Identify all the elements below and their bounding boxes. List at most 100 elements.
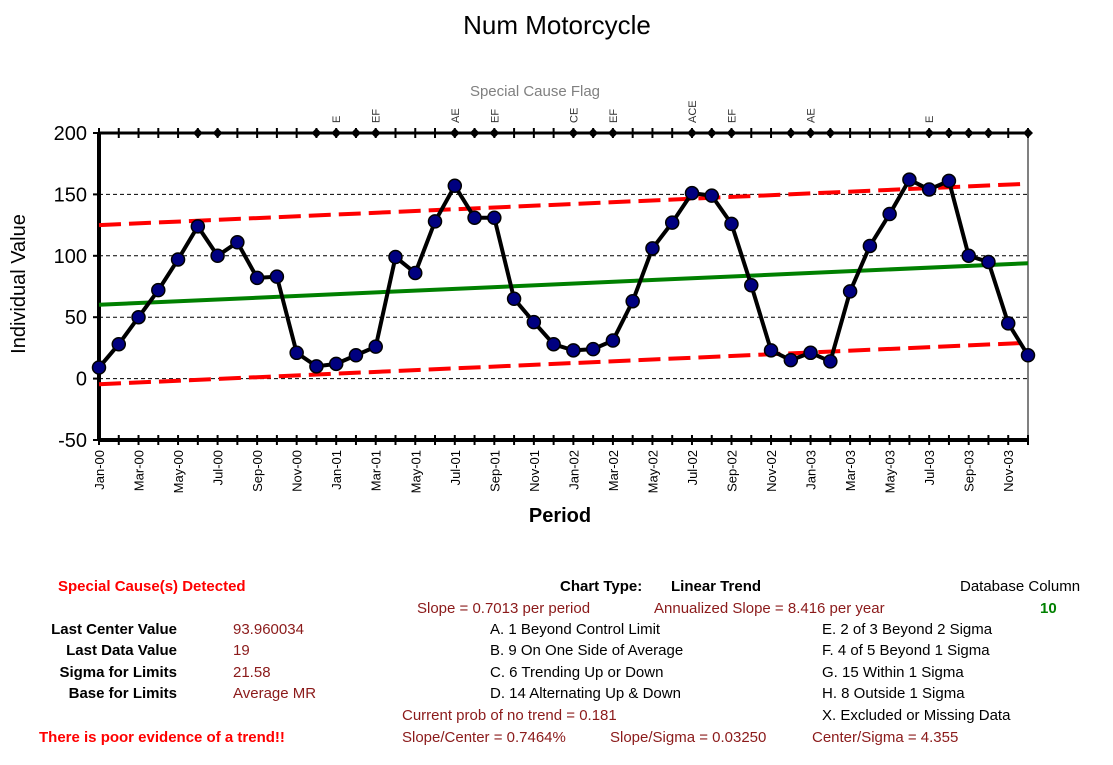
last-center-value: 93.960034 xyxy=(233,621,304,638)
chart-type-label: Chart Type: xyxy=(560,578,643,595)
flag-diamond xyxy=(943,128,954,138)
flag-diamond xyxy=(192,128,203,138)
last-center-label: Last Center Value xyxy=(51,621,177,638)
data-point xyxy=(664,215,680,230)
x-tick-label: Mar-03 xyxy=(843,450,858,491)
data-point xyxy=(842,284,858,299)
data-point xyxy=(408,265,423,281)
x-axis-ticks: Jan-00 Mar-00 May-00 Jul-00 Sep-00 Nov-00 Jan-… xyxy=(92,128,1029,493)
x-tick-label: Nov-02 xyxy=(764,450,779,492)
y-tick-label: 200 xyxy=(54,123,87,145)
base-label: Base for Limits xyxy=(68,685,177,702)
sigma-label: Sigma for Limits xyxy=(59,664,177,681)
flag-label: AE xyxy=(806,108,818,123)
special-cause-flags: E EF AE EF CE EF ACE EF AE E xyxy=(192,100,1033,138)
prob-no-trend: Current prob of no trend = 0.181 xyxy=(402,707,617,724)
data-point xyxy=(1020,348,1036,363)
flag-label: CE xyxy=(568,108,580,123)
flag-diamond xyxy=(370,128,381,138)
data-point xyxy=(269,269,285,284)
database-column-label: Database Column xyxy=(960,578,1081,595)
data-point xyxy=(921,182,937,197)
x-tick-label: Mar-00 xyxy=(132,450,147,491)
data-point xyxy=(823,354,838,369)
data-point xyxy=(190,219,206,234)
flag-label: AE xyxy=(450,108,462,123)
x-tick-label: May-02 xyxy=(645,450,660,493)
x-axis-label: Period xyxy=(529,505,591,527)
center-trend-line xyxy=(98,261,1029,307)
x-tick-label: Jul-01 xyxy=(448,450,463,485)
flag-diamond xyxy=(588,128,599,138)
rule-f: F. 4 of 5 Beyond 1 Sigma xyxy=(822,642,990,659)
x-tick-label: Mar-01 xyxy=(369,450,384,491)
y-tick-label: 0 xyxy=(76,369,87,391)
flag-label: E xyxy=(331,116,343,123)
control-limit-line xyxy=(98,181,1029,228)
data-point xyxy=(151,282,166,298)
data-point xyxy=(91,360,107,375)
flag-label: E xyxy=(924,116,936,123)
flag-diamond xyxy=(924,128,935,138)
data-point xyxy=(388,249,403,265)
y-tick-label: 150 xyxy=(54,184,87,206)
flag-diamond xyxy=(331,128,342,138)
y-tick-label: 50 xyxy=(65,307,87,329)
data-point xyxy=(230,235,245,250)
x-tick-label: Nov-03 xyxy=(1001,450,1016,492)
rule-e: E. 2 of 3 Beyond 2 Sigma xyxy=(822,621,993,638)
data-point xyxy=(368,339,383,354)
x-tick-label: May-01 xyxy=(408,450,423,493)
data-point xyxy=(546,336,561,352)
rule-b: B. 9 On One Side of Average xyxy=(490,642,684,659)
data-point xyxy=(605,333,621,348)
flag-diamond xyxy=(449,128,460,138)
data-point xyxy=(170,252,186,267)
data-point xyxy=(763,343,779,358)
data-point xyxy=(585,341,601,357)
special-cause-flag-label: Special Cause Flag xyxy=(470,83,600,100)
data-point xyxy=(487,210,502,225)
flag-diamond xyxy=(686,128,697,138)
base-value: Average MR xyxy=(233,685,317,702)
x-tick-label: Nov-00 xyxy=(290,450,305,492)
data-point xyxy=(566,343,581,358)
data-series xyxy=(91,172,1036,375)
data-point xyxy=(645,241,660,256)
x-tick-label: Sep-03 xyxy=(962,450,977,492)
rule-c: C. 6 Trending Up or Down xyxy=(490,664,664,681)
x-tick-label: May-00 xyxy=(171,450,186,493)
data-point xyxy=(249,270,265,286)
data-point xyxy=(862,238,878,254)
control-limit-line xyxy=(98,340,1029,387)
data-point xyxy=(131,309,146,325)
flag-label: EF xyxy=(371,109,383,123)
data-point xyxy=(724,216,739,232)
x-tick-label: Nov-01 xyxy=(527,450,542,492)
data-point xyxy=(289,345,304,361)
flag-diamond xyxy=(706,128,717,138)
y-axis-ticks: 200 150 100 50 0 -50 xyxy=(54,123,99,452)
y-axis-label: Individual Value xyxy=(8,214,30,354)
flag-diamond xyxy=(1023,128,1033,138)
slope-text: Slope = 0.7013 per period xyxy=(417,600,591,617)
flag-diamond xyxy=(963,128,974,138)
annualized-slope-text: Annualized Slope = 8.416 per year xyxy=(654,600,885,617)
data-point xyxy=(882,206,897,222)
flag-label: EF xyxy=(608,109,620,123)
chart-title: Num Motorcycle xyxy=(463,10,651,40)
data-point xyxy=(111,336,127,352)
data-point xyxy=(526,314,542,330)
center-sigma: Center/Sigma = 4.355 xyxy=(812,729,959,746)
rule-x: X. Excluded or Missing Data xyxy=(822,707,1011,724)
data-point xyxy=(210,248,225,264)
data-point xyxy=(427,214,443,229)
x-tick-label: Sep-00 xyxy=(250,450,265,492)
data-point xyxy=(467,210,482,225)
data-point xyxy=(684,185,700,201)
rule-a: A. 1 Beyond Control Limit xyxy=(490,621,661,638)
data-point xyxy=(961,248,976,264)
flag-diamond xyxy=(212,128,223,138)
flag-diamond xyxy=(726,128,737,138)
flag-diamond xyxy=(825,128,836,138)
